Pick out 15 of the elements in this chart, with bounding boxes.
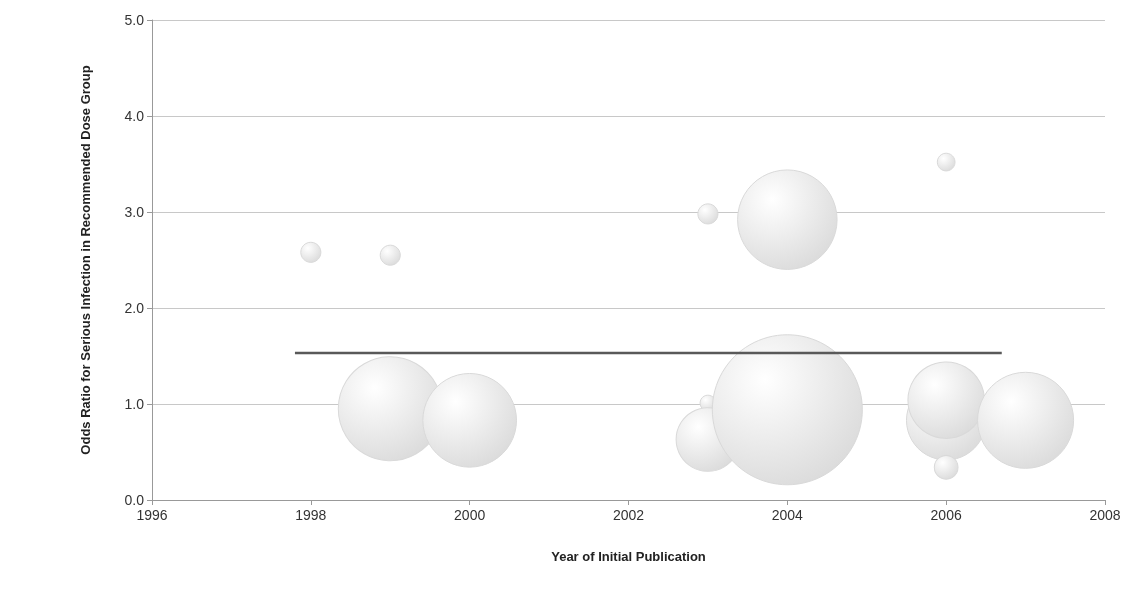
y-tick-label: 1.0 <box>124 396 145 412</box>
y-tick-label: 2.0 <box>124 300 145 316</box>
x-tick-label: 2002 <box>612 507 645 523</box>
y-tick-label: 4.0 <box>124 108 145 124</box>
y-tick-label: 0.0 <box>124 492 145 508</box>
y-axis-title: Odds Ratio for Serious Infection in Recommended Dose Group <box>77 65 93 455</box>
x-tick-label: 2008 <box>1089 507 1121 523</box>
x-tick-label: 1996 <box>136 507 168 523</box>
x-axis-title: Year of Initial Publication <box>551 549 706 564</box>
y-tick-label: 5.0 <box>124 12 145 28</box>
x-tick-label: 2006 <box>930 507 962 523</box>
x-tick-label: 2004 <box>771 507 804 523</box>
x-tick-label: 1998 <box>295 507 327 523</box>
y-tick-label: 3.0 <box>124 204 145 220</box>
x-tick-label: 2000 <box>454 507 486 523</box>
